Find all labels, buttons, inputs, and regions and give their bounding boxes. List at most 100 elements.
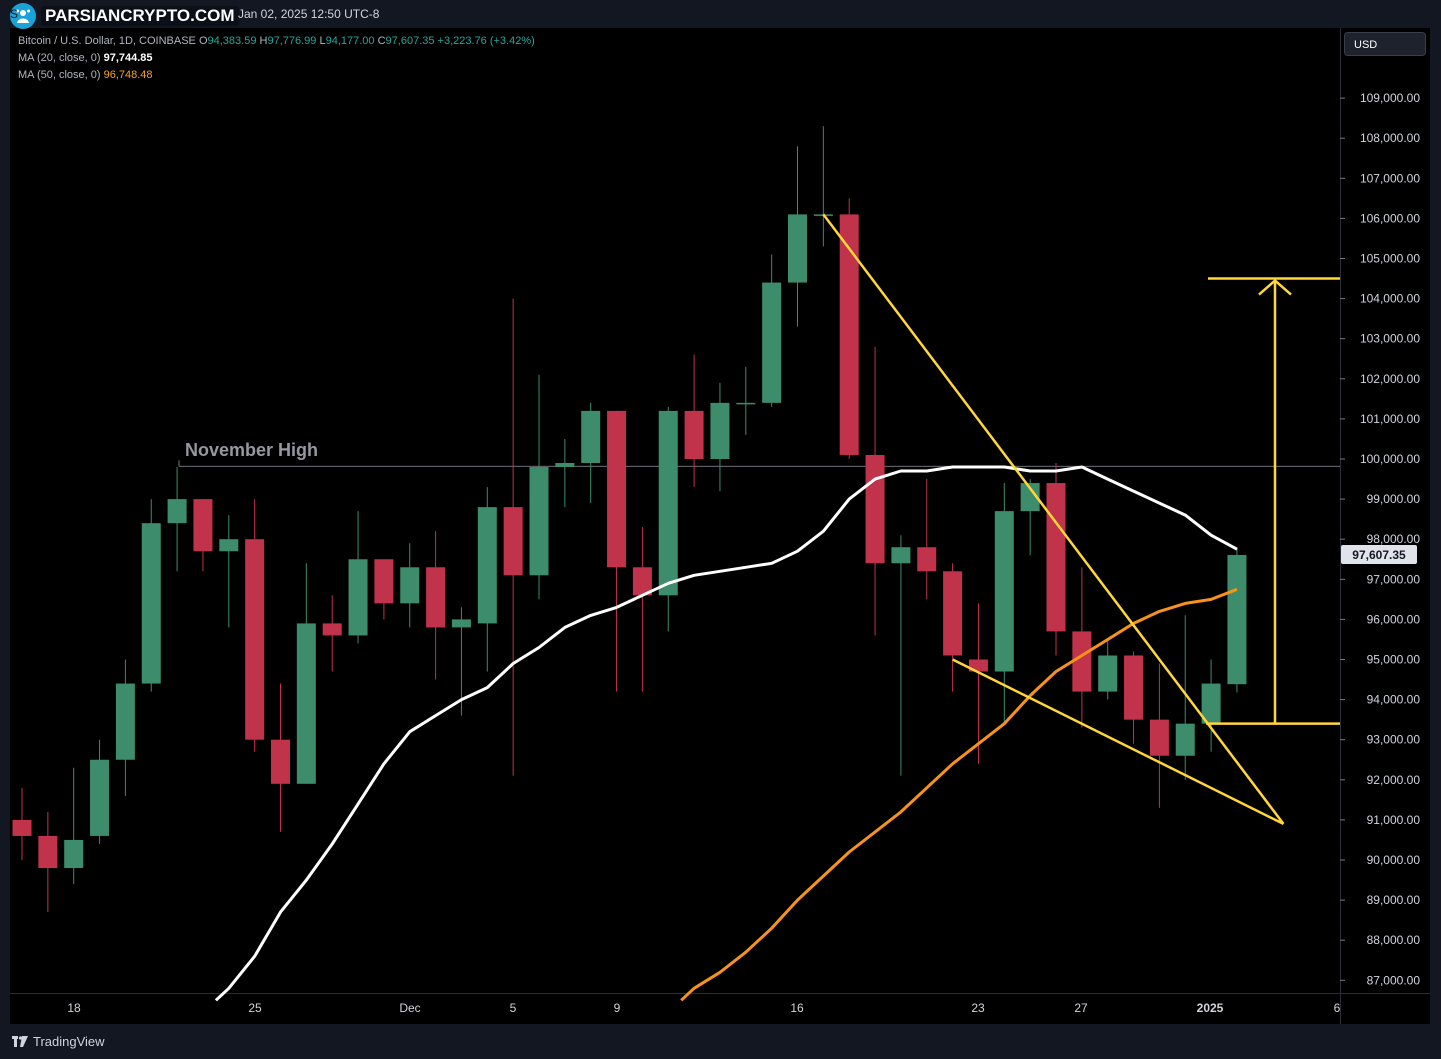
candle	[1149, 663, 1169, 808]
candle	[762, 254, 782, 407]
time-axis: 18 25 Dec 5 9 16 23 27 2025 6	[67, 1001, 1340, 1015]
candle	[296, 563, 316, 784]
candle-body	[1201, 683, 1221, 724]
price-tick-label: 92,000.00	[1367, 773, 1421, 787]
candle-body	[38, 835, 58, 869]
price-tick-label: 87,000.00	[1367, 973, 1421, 987]
tradingview-brand[interactable]: TradingView	[12, 1034, 105, 1049]
candle	[90, 739, 110, 844]
drawings	[822, 213, 1340, 826]
candle-body	[658, 410, 678, 596]
candle	[38, 811, 58, 913]
candle-body	[322, 623, 342, 636]
candle-body	[193, 499, 213, 552]
candle-body	[167, 499, 187, 524]
price-tick-label: 96,000.00	[1367, 612, 1421, 626]
moving-averages	[214, 465, 1238, 1002]
candle	[1046, 463, 1066, 656]
candle	[271, 683, 290, 832]
logo: PARSIANCRYPTO.COM	[10, 3, 239, 29]
candles	[12, 126, 1247, 913]
candle-body	[1175, 723, 1195, 756]
candle-body	[839, 214, 859, 455]
price-tick-label: 103,000.00	[1360, 332, 1420, 346]
november-high-label: November High	[185, 440, 318, 460]
chart-date: Jan 02, 2025 12:50 UTC-8	[238, 7, 380, 21]
ma50-value: 96,748.48	[103, 69, 153, 81]
high-value: 97,776.99	[267, 35, 317, 47]
candle	[865, 346, 885, 636]
candle-body	[632, 567, 652, 596]
candle-body	[271, 739, 290, 784]
candle-body	[736, 402, 756, 405]
candle-body	[529, 467, 549, 576]
triangle-lower-line	[952, 658, 1285, 826]
time-tick-label: 16	[790, 1001, 804, 1015]
candle	[968, 603, 988, 764]
ma20-line	[214, 465, 1238, 1002]
candle-body	[994, 511, 1014, 672]
candle-body	[477, 507, 497, 624]
candle-body	[64, 839, 84, 869]
last-price-badge	[1341, 544, 1417, 564]
ma50-legend[interactable]: MA (50, close, 0) 96,748.48	[18, 69, 153, 81]
price-tick-label: 107,000.00	[1360, 171, 1420, 185]
price-tick-label: 94,000.00	[1367, 693, 1421, 707]
candle-body	[12, 819, 32, 836]
candle	[167, 467, 187, 572]
november-high-line-group: November High	[178, 440, 1340, 467]
candle-body	[400, 567, 420, 604]
candle	[839, 198, 859, 459]
time-tick-label: Dec	[399, 1001, 420, 1015]
candle-body	[1046, 483, 1066, 632]
close-label: C	[377, 35, 386, 47]
logo-icon	[10, 3, 36, 29]
left-edge	[0, 28, 10, 1024]
price-tick-label: 99,000.00	[1367, 492, 1421, 506]
candle-body	[348, 559, 368, 636]
candle	[1098, 639, 1118, 700]
candle-body	[90, 759, 110, 836]
price-tick-label: 106,000.00	[1360, 211, 1420, 225]
time-tick-label: 6	[1334, 1001, 1341, 1015]
candle-body	[891, 547, 911, 564]
ma50-label: MA (50, close, 0)	[18, 69, 101, 81]
price-tick-label: 95,000.00	[1367, 653, 1421, 667]
candle-body	[426, 567, 446, 628]
candle-body	[1098, 655, 1118, 692]
price-tick-label: 101,000.00	[1360, 412, 1420, 426]
candle-body	[968, 659, 988, 672]
change-value: +3,223.76 (+3.42%)	[437, 35, 535, 47]
price-tick-label: 105,000.00	[1360, 252, 1420, 266]
candle	[607, 410, 627, 692]
price-tick-label: 91,000.00	[1367, 813, 1421, 827]
price-tick-label: 89,000.00	[1367, 893, 1421, 907]
price-tick-label: 100,000.00	[1360, 452, 1420, 466]
candle	[555, 438, 575, 508]
price-tick-label: 109,000.00	[1360, 91, 1420, 105]
candle-body	[917, 547, 937, 572]
ohlc-legend: Bitcoin / U.S. Dollar, 1D, COINBASE O94,…	[18, 35, 535, 47]
low-value: 94,177.00	[325, 35, 375, 47]
candle-body	[503, 507, 523, 576]
price-tick-label: 97,000.00	[1367, 572, 1421, 586]
bottom-bar	[0, 1024, 1441, 1059]
tradingview-label: TradingView	[33, 1034, 105, 1049]
low-label: L	[319, 35, 326, 47]
candle-body	[943, 571, 963, 656]
price-tick-label: 104,000.00	[1360, 292, 1420, 306]
last-price-label: 97,607.35	[1352, 548, 1406, 562]
currency-button[interactable]: USD	[1344, 32, 1426, 56]
ma20-value: 97,744.85	[103, 52, 153, 64]
price-axis: 87,000.00 88,000.00 89,000.00 90,000.00 91,0…	[1340, 91, 1420, 987]
symbol-name[interactable]: Bitcoin / U.S. Dollar, 1D, COINBASE	[18, 35, 196, 47]
ma20-legend[interactable]: MA (20, close, 0) 97,744.85	[18, 52, 153, 64]
price-tick-label: 93,000.00	[1367, 733, 1421, 747]
candle-body	[374, 559, 394, 604]
candle	[529, 374, 549, 600]
candle	[503, 298, 523, 776]
top-bar: PARSIANCRYPTO.COM S Jan 02, 2025 12:50 U…	[0, 0, 1441, 29]
candle	[1175, 615, 1195, 780]
ma20-label: MA (20, close, 0)	[18, 52, 101, 64]
